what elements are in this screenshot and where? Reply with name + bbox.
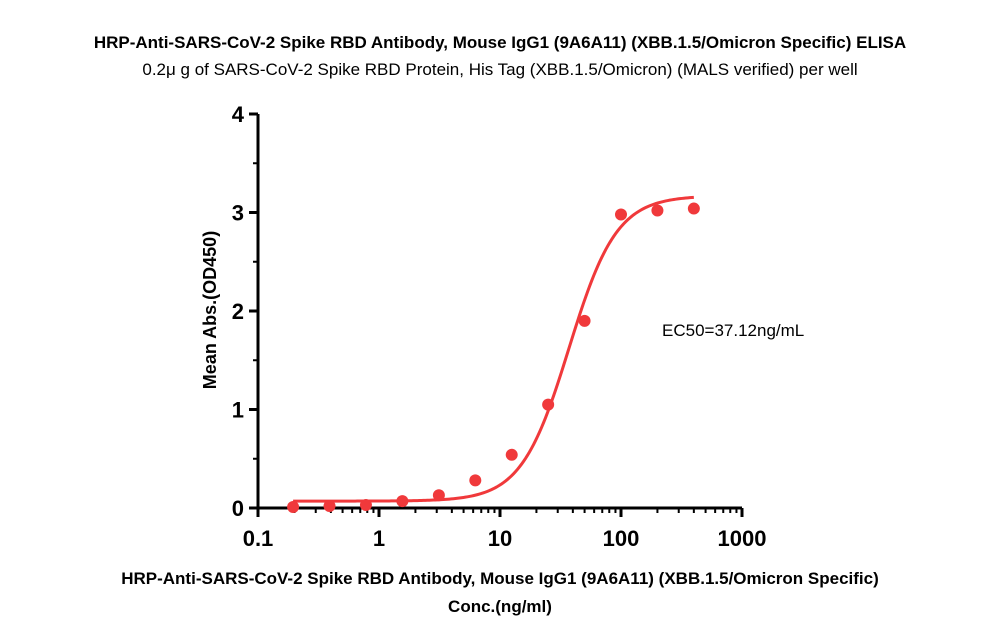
data-points <box>287 202 700 514</box>
y-tick-label: 0 <box>232 496 244 521</box>
fit-curve <box>293 195 694 503</box>
x-axis-label-line2: Conc.(ng/ml) <box>448 597 552 616</box>
chart-subtitle: 0.2μ g of SARS-CoV-2 Spike RBD Protein, … <box>142 60 857 79</box>
ticks: 0 1 2 3 4 0.1 1 10 100 1000 <box>232 102 767 551</box>
x-tick-label: 10 <box>488 526 512 551</box>
chart-title: HRP-Anti-SARS-CoV-2 Spike RBD Antibody, … <box>94 33 906 52</box>
y-axis-label: Mean Abs.(OD450) <box>200 231 220 389</box>
data-point <box>578 314 591 327</box>
y-tick-label: 3 <box>232 201 244 226</box>
y-tick-label: 2 <box>232 299 244 324</box>
data-point <box>323 500 336 513</box>
x-tick-label: 100 <box>603 526 640 551</box>
data-point <box>505 448 518 461</box>
fit-curve-layer <box>293 195 694 503</box>
data-point <box>287 501 300 514</box>
axes <box>256 114 742 510</box>
x-tick-label: 1000 <box>718 526 767 551</box>
y-tick-label: 1 <box>232 398 244 423</box>
ec50-annotation: EC50=37.12ng/mL <box>662 321 804 340</box>
x-tick-label: 0.1 <box>243 526 274 551</box>
data-point <box>687 202 700 215</box>
data-point <box>432 489 445 502</box>
data-point <box>651 204 664 217</box>
x-axis-label-line1: HRP-Anti-SARS-CoV-2 Spike RBD Antibody, … <box>121 569 879 588</box>
x-tick-label: 1 <box>373 526 385 551</box>
data-point <box>359 499 372 512</box>
y-tick-label: 4 <box>232 102 245 127</box>
data-point <box>396 495 409 508</box>
data-point <box>542 398 555 411</box>
data-point <box>615 208 627 221</box>
data-point <box>469 474 482 487</box>
